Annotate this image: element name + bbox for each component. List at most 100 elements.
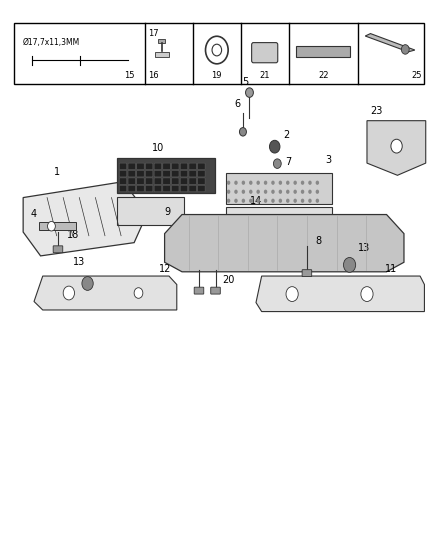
FancyBboxPatch shape (154, 171, 162, 177)
Circle shape (308, 199, 312, 203)
Text: 18: 18 (67, 230, 79, 240)
Text: 6: 6 (234, 100, 240, 109)
Circle shape (279, 190, 282, 194)
Circle shape (256, 181, 260, 185)
Polygon shape (367, 120, 426, 175)
FancyBboxPatch shape (198, 185, 205, 192)
Text: 13: 13 (358, 243, 371, 253)
FancyBboxPatch shape (226, 173, 332, 204)
FancyBboxPatch shape (189, 171, 196, 177)
FancyBboxPatch shape (137, 171, 144, 177)
Circle shape (286, 181, 290, 185)
FancyBboxPatch shape (163, 171, 170, 177)
FancyBboxPatch shape (172, 171, 179, 177)
FancyBboxPatch shape (180, 163, 187, 169)
Text: 14: 14 (251, 196, 263, 206)
FancyBboxPatch shape (211, 287, 220, 294)
Polygon shape (365, 34, 415, 52)
Circle shape (264, 199, 267, 203)
FancyBboxPatch shape (145, 171, 153, 177)
FancyBboxPatch shape (137, 185, 144, 192)
FancyBboxPatch shape (128, 171, 135, 177)
Circle shape (316, 181, 319, 185)
FancyBboxPatch shape (119, 163, 127, 169)
Circle shape (316, 199, 319, 203)
FancyBboxPatch shape (194, 287, 204, 294)
Text: 5: 5 (242, 77, 248, 87)
Circle shape (286, 199, 290, 203)
Circle shape (301, 190, 304, 194)
FancyBboxPatch shape (154, 178, 162, 184)
FancyBboxPatch shape (226, 207, 332, 225)
Circle shape (256, 199, 260, 203)
Text: 12: 12 (159, 264, 171, 274)
FancyBboxPatch shape (180, 171, 187, 177)
Circle shape (47, 221, 55, 231)
Text: 2: 2 (283, 130, 290, 140)
Circle shape (227, 181, 230, 185)
FancyBboxPatch shape (119, 178, 127, 184)
Polygon shape (34, 276, 177, 310)
Circle shape (134, 288, 143, 298)
Circle shape (249, 181, 253, 185)
FancyBboxPatch shape (14, 22, 424, 84)
Text: 13: 13 (73, 257, 85, 268)
FancyBboxPatch shape (252, 43, 278, 63)
Text: 20: 20 (223, 276, 235, 286)
FancyBboxPatch shape (163, 163, 170, 169)
Circle shape (264, 190, 267, 194)
FancyBboxPatch shape (163, 178, 170, 184)
FancyBboxPatch shape (198, 163, 205, 169)
Circle shape (234, 181, 238, 185)
FancyBboxPatch shape (189, 185, 196, 192)
FancyBboxPatch shape (154, 185, 162, 192)
Circle shape (256, 190, 260, 194)
FancyBboxPatch shape (180, 185, 187, 192)
Polygon shape (155, 52, 169, 58)
Circle shape (227, 190, 230, 194)
Circle shape (63, 286, 74, 300)
FancyBboxPatch shape (189, 163, 196, 169)
Circle shape (271, 181, 275, 185)
FancyBboxPatch shape (145, 185, 153, 192)
Circle shape (316, 190, 319, 194)
FancyBboxPatch shape (172, 163, 179, 169)
Polygon shape (39, 222, 76, 230)
Text: 9: 9 (165, 207, 171, 217)
Text: Ø17,7x11,3MM: Ø17,7x11,3MM (23, 38, 81, 46)
Text: 4: 4 (31, 209, 37, 219)
Text: 10: 10 (152, 143, 164, 153)
Circle shape (249, 190, 253, 194)
FancyBboxPatch shape (154, 163, 162, 169)
FancyBboxPatch shape (172, 178, 179, 184)
FancyBboxPatch shape (137, 178, 144, 184)
Text: 16: 16 (148, 71, 159, 80)
Circle shape (401, 45, 409, 54)
Circle shape (242, 190, 245, 194)
Text: 23: 23 (371, 106, 383, 116)
FancyBboxPatch shape (119, 185, 127, 192)
FancyBboxPatch shape (302, 270, 312, 277)
FancyBboxPatch shape (53, 246, 63, 253)
Circle shape (242, 199, 245, 203)
Circle shape (249, 199, 253, 203)
FancyBboxPatch shape (198, 178, 205, 184)
Text: 22: 22 (318, 71, 328, 80)
Polygon shape (165, 215, 404, 272)
Circle shape (264, 181, 267, 185)
Text: 8: 8 (316, 236, 322, 246)
FancyBboxPatch shape (172, 185, 179, 192)
FancyBboxPatch shape (117, 158, 215, 193)
FancyBboxPatch shape (145, 178, 153, 184)
Circle shape (301, 199, 304, 203)
FancyBboxPatch shape (128, 178, 135, 184)
Circle shape (286, 287, 298, 302)
FancyBboxPatch shape (163, 185, 170, 192)
FancyBboxPatch shape (297, 46, 350, 56)
Text: 7: 7 (285, 157, 291, 167)
Polygon shape (256, 276, 424, 312)
Circle shape (308, 190, 312, 194)
Circle shape (227, 199, 230, 203)
Circle shape (343, 257, 356, 272)
Circle shape (301, 181, 304, 185)
